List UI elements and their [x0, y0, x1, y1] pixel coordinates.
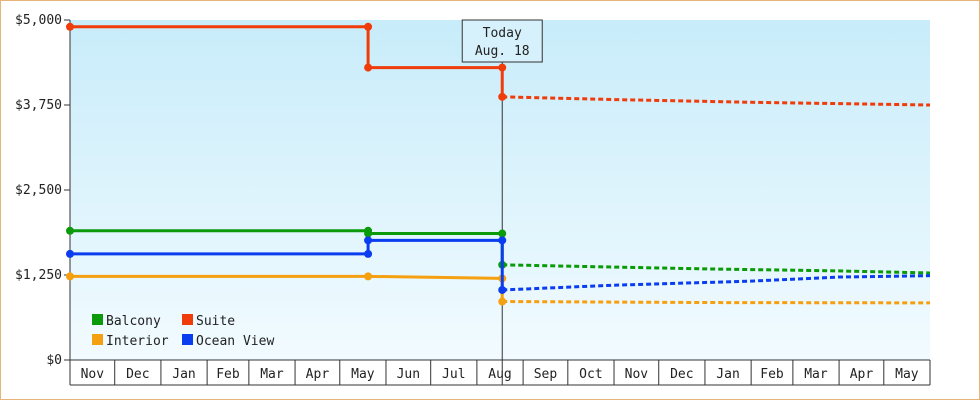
x-tick-label: Mar [260, 367, 284, 382]
x-tick-label: Nov [625, 367, 649, 382]
plot-area [70, 20, 930, 360]
x-tick-label: Nov [81, 367, 105, 382]
x-tick-label: Jan [716, 367, 739, 382]
series-suite-point [66, 22, 74, 31]
x-tick-label: Jun [397, 367, 420, 382]
x-tick-label: Sep [534, 367, 558, 382]
x-tick-label: Jul [442, 367, 465, 382]
y-tick-label: $1,250 [15, 268, 62, 283]
series-ocean-view-point [66, 249, 74, 258]
y-tick-label: $2,500 [15, 183, 62, 198]
legend-label: Interior [106, 334, 169, 349]
series-interior-point [66, 272, 74, 281]
series-suite-forecast [502, 95, 931, 107]
today-date: Aug. 18 [475, 44, 530, 59]
series-balcony-point [498, 229, 507, 238]
series-interior-forecast [502, 300, 931, 305]
x-tick-label: Aug [488, 367, 511, 382]
series-balcony-forecast [502, 263, 931, 275]
series-balcony-point [364, 229, 373, 238]
x-tick-label: May [895, 367, 919, 382]
series-ocean-view-point [364, 236, 373, 245]
series-suite-point [498, 92, 507, 101]
x-tick-label: Oct [579, 367, 602, 382]
series-ocean-view-forecast [502, 274, 931, 292]
y-tick-label: $0 [46, 353, 62, 368]
x-tick-label: Feb [216, 367, 240, 382]
series-suite-point [498, 63, 507, 72]
series-interior-point [498, 297, 507, 306]
series-ocean-view-point [498, 285, 507, 294]
series-interior-point [364, 272, 373, 281]
legend-swatch [182, 334, 193, 345]
legend-label: Balcony [106, 314, 161, 329]
today-label: Today [483, 26, 522, 41]
y-tick-label: $3,750 [15, 98, 62, 113]
x-tick-label: Apr [850, 367, 874, 382]
x-tick-label: Mar [804, 367, 828, 382]
series-ocean-view-point [498, 236, 507, 245]
legend-swatch [182, 314, 193, 325]
series-suite-point [364, 22, 373, 31]
legend-swatch [92, 314, 103, 325]
x-tick-label: Feb [760, 367, 784, 382]
y-tick-label: $5,000 [15, 13, 62, 28]
x-tick-label: May [351, 367, 375, 382]
legend-label: Ocean View [196, 334, 274, 349]
x-tick-label: Dec [126, 367, 149, 382]
legend-swatch [92, 334, 103, 345]
series-ocean-view-point [364, 249, 373, 258]
x-tick-label: Jan [172, 367, 195, 382]
legend-label: Suite [196, 314, 235, 329]
series-balcony-point [66, 226, 74, 235]
x-tick-label: Apr [306, 367, 330, 382]
today-box [461, 19, 543, 63]
series-suite-point [364, 63, 373, 72]
x-tick-label: Dec [670, 367, 693, 382]
